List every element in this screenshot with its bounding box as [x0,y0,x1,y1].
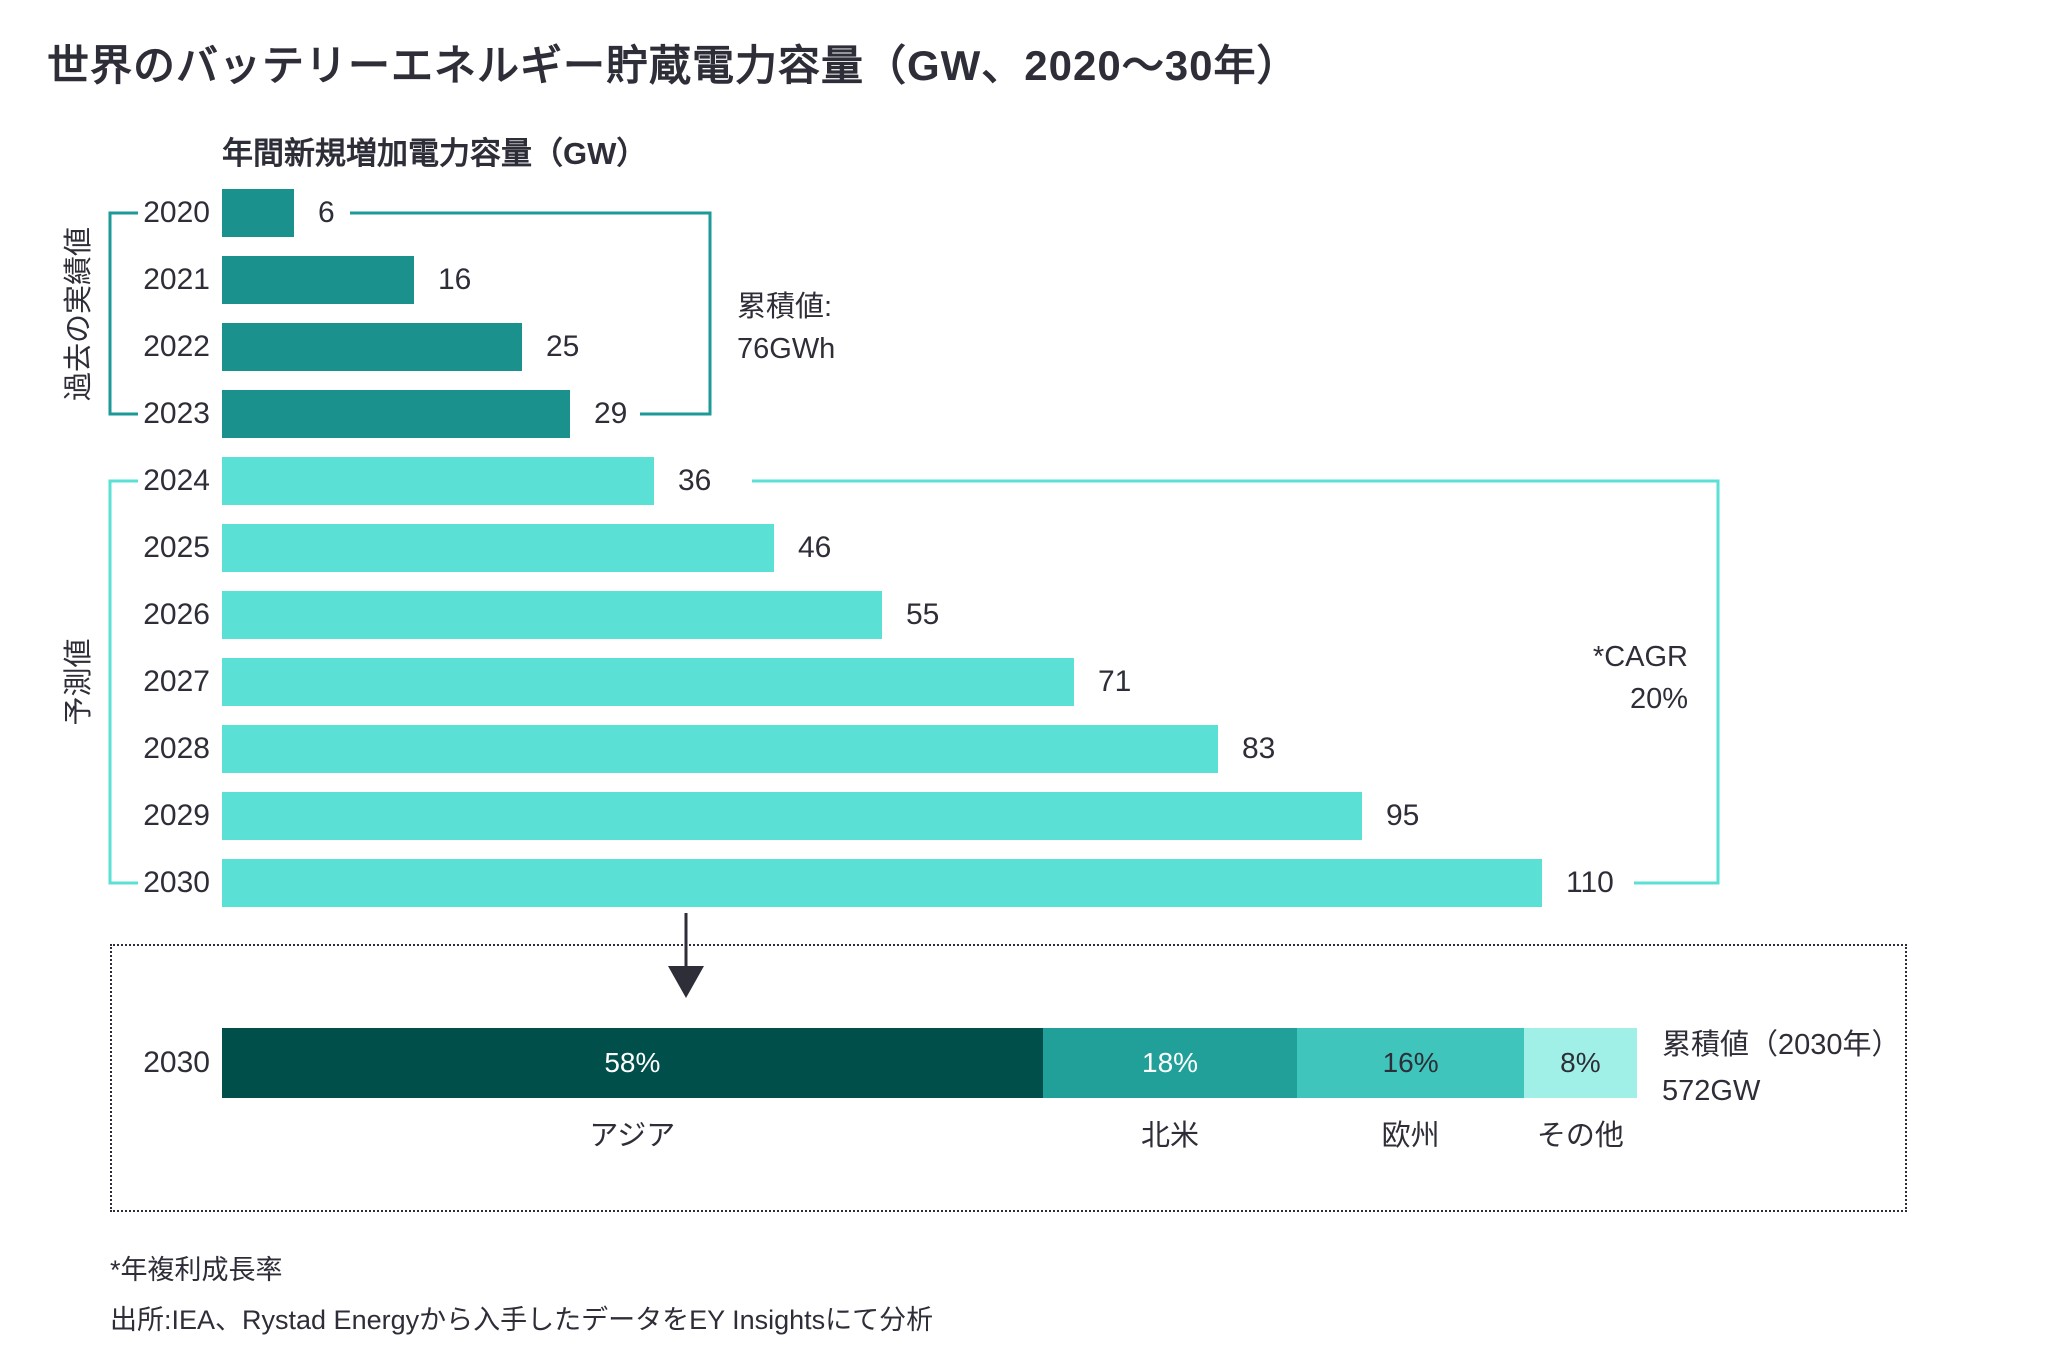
bar-2026 [222,591,882,639]
bar-2030 [222,859,1542,907]
forecast-group-label: 予測値 [63,638,95,726]
value-label: 25 [546,330,580,363]
bar-2024 [222,457,654,505]
cagr-footnote: *年複利成長率 [110,1255,283,1285]
year-label: 2020 [143,196,210,229]
bar-2023 [222,390,570,438]
value-label: 29 [594,397,628,430]
cumulative-label: 累積値: [737,291,833,323]
cumulative-value: 76GWh [737,333,836,365]
value-label: 71 [1098,665,1132,698]
stack-segment-その他: 8% [1523,1028,1637,1098]
segment-region-label: アジア [589,1120,676,1152]
cagr-annotation: *CAGR 20% [1593,636,1688,720]
bar-2025 [222,524,774,572]
year-label: 2022 [143,330,210,363]
bar-row-2026: 2026 55 [0,591,2048,639]
breakdown-cumulative-value: 572GW [1662,1075,1761,1107]
bar-row-2022: 2022 25 [0,323,2048,371]
bar-row-2025: 2025 46 [0,524,2048,572]
bar-2028 [222,725,1218,773]
bar-2027 [222,658,1074,706]
year-label: 2029 [143,799,210,832]
axis-title: 年間新規増加電力容量（GW） [222,136,648,171]
chart-title: 世界のバッテリーエネルギー貯蔵電力容量（GW、2020～30年） [47,42,1300,89]
segment-region-label: その他 [1536,1120,1624,1152]
year-label: 2028 [143,732,210,765]
bar-2029 [222,792,1362,840]
stack-segment-北米: 18% [1042,1028,1298,1098]
bar-2020 [222,189,294,237]
breakdown-cumulative-annotation: 累積値（2030年） 572GW [1662,1022,1901,1114]
cagr-value: 20% [1629,683,1688,715]
value-label: 6 [318,196,335,229]
bar-2021 [222,256,414,304]
value-label: 36 [678,464,712,497]
historical-group-bracket [108,211,138,416]
value-label: 83 [1242,732,1276,765]
value-label: 95 [1386,799,1420,832]
year-label: 2021 [143,263,210,296]
bar-row-2020: 2020 6 [0,189,2048,237]
stacked-bar: 58% 18% 16% 8% [222,1028,1637,1098]
value-label: 55 [906,598,940,631]
year-label: 2024 [143,464,210,497]
value-label: 16 [438,263,472,296]
bar-row-2027: 2027 71 [0,658,2048,706]
bar-row-2021: 2021 16 [0,256,2048,304]
year-label: 2027 [143,665,210,698]
year-label: 2025 [143,531,210,564]
cumulative-annotation: 累積値: 76GWh [737,286,835,370]
bar-row-2024: 2024 36 [0,457,2048,505]
year-label: 2023 [143,397,210,430]
stack-segment-欧州: 16% [1297,1028,1524,1098]
breakdown-cumulative-label: 累積値（2030年） [1662,1029,1901,1061]
stack-segment-アジア: 58% [222,1028,1043,1098]
year-label: 2030 [143,866,210,899]
bar-row-2028: 2028 83 [0,725,2048,773]
source-note: 出所:IEA、Rystad Energyから入手したデータをEY Insight… [110,1305,934,1335]
year-label: 2026 [143,598,210,631]
bar-row-2030: 2030 110 [0,859,2048,907]
breakdown-box [110,944,1907,1212]
historical-group-label: 過去の実績値 [63,226,95,402]
segment-region-label: 欧州 [1381,1120,1440,1152]
bar-row-2023: 2023 29 [0,390,2048,438]
segment-region-label: 北米 [1141,1120,1200,1152]
bar-2022 [222,323,522,371]
bar-row-2029: 2029 95 [0,792,2048,840]
value-label: 46 [798,531,832,564]
breakdown-year-label: 2030 [143,1046,210,1079]
cagr-label: *CAGR [1592,641,1688,673]
cumulative-bracket [350,211,712,416]
value-label: 110 [1566,866,1614,899]
